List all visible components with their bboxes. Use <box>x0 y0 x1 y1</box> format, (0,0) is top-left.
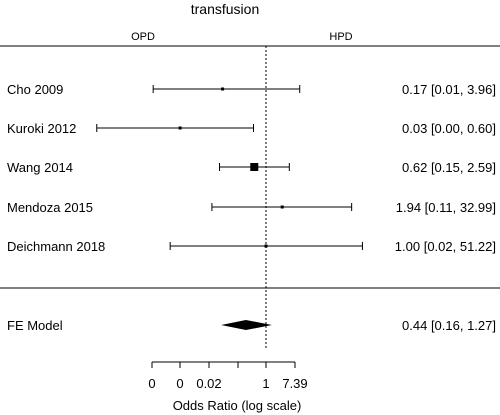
x-tick-label: 0.02 <box>196 376 221 391</box>
study-estimate-text: 1.94 [0.11, 32.99] <box>396 200 496 215</box>
x-tick-label: 0 <box>176 376 183 391</box>
study-estimate-text: 0.17 [0.01, 3.96] <box>402 82 496 97</box>
left-group-label: OPD <box>131 31 155 43</box>
right-group-label: HPD <box>329 31 352 43</box>
study-label: Deichmann 2018 <box>7 239 105 254</box>
point-estimate <box>280 205 284 209</box>
x-tick-label: 7.39 <box>282 376 307 391</box>
point-estimate <box>221 87 225 91</box>
x-tick-label: 1 <box>262 376 269 391</box>
summary-estimate-text: 0.44 [0.16, 1.27] <box>402 318 496 333</box>
point-estimate <box>264 244 268 248</box>
study-label: Wang 2014 <box>7 160 73 175</box>
x-tick-label: 0 <box>148 376 155 391</box>
point-estimate <box>178 126 182 130</box>
study-label: Mendoza 2015 <box>7 200 93 215</box>
point-estimate <box>250 163 259 171</box>
summary-label: FE Model <box>7 318 63 333</box>
x-axis-label: Odds Ratio (log scale) <box>173 398 302 413</box>
study-rows: Cho 2009 0.17 [0.01, 3.96] Kuroki 2012 0.03… <box>7 82 496 333</box>
summary-diamond <box>221 320 272 330</box>
study-estimate-text: 0.03 [0.00, 0.60] <box>402 121 496 136</box>
study-label: Cho 2009 <box>7 82 63 97</box>
study-label: Kuroki 2012 <box>7 121 76 136</box>
chart-title: transfusion <box>191 1 259 17</box>
study-estimate-text: 1.00 [0.02, 51.22] <box>395 239 496 254</box>
x-axis: 0 0 0.02 1 7.39 <box>148 361 308 391</box>
study-estimate-text: 0.62 [0.15, 2.59] <box>402 160 496 175</box>
